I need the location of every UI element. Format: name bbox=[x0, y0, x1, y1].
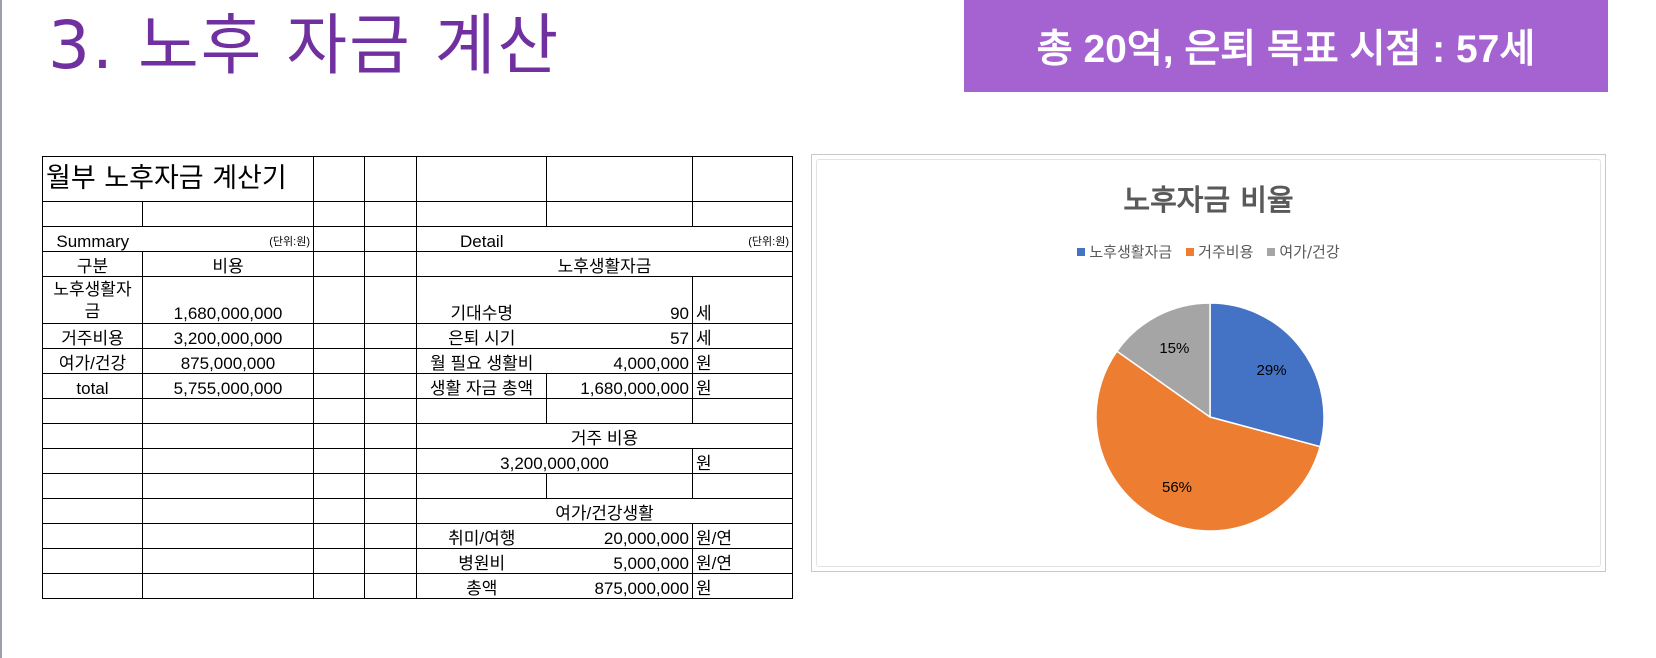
detail-label-life-expectancy: 기대수명 bbox=[416, 276, 547, 324]
legend-label: 여가/건강 bbox=[1279, 243, 1340, 261]
slide-left-rule bbox=[0, 0, 2, 658]
summary-value-total: 5,755,000,000 bbox=[142, 373, 314, 399]
summary-header: Summary bbox=[42, 226, 143, 252]
pie-chart-panel[interactable]: 노후자금 비율 노후생활자금 거주비용 여가/건강 29% 56% 15% bbox=[811, 154, 1606, 572]
goal-banner-text: 총 20억, 은퇴 목표 시점 : 57세 bbox=[1036, 28, 1536, 71]
table-row: 총액 875,000,000 원 bbox=[42, 573, 793, 599]
legend-swatch bbox=[1077, 247, 1086, 256]
table-row bbox=[42, 398, 793, 424]
detail-unit-leisure-total: 원 bbox=[692, 573, 793, 599]
pie-chart: 29% 56% 15% bbox=[1095, 302, 1325, 532]
housing-value: 3,200,000,000 bbox=[416, 448, 693, 474]
table-row: 거주비용 3,200,000,000 은퇴 시기 57 세 bbox=[42, 323, 793, 349]
table-row: 여가/건강생활 bbox=[42, 498, 793, 524]
table-row bbox=[42, 201, 793, 227]
table-row bbox=[42, 473, 793, 499]
pie-data-label: 56% bbox=[1162, 479, 1192, 496]
detail-value-life-expectancy: 90 bbox=[546, 276, 693, 324]
detail-value-living-total: 1,680,000,000 bbox=[546, 373, 693, 399]
summary-value-living: 1,680,000,000 bbox=[142, 276, 314, 324]
detail-label-hobby-travel: 취미/여행 bbox=[416, 523, 547, 549]
table-row: 월부 노후자금 계산기 bbox=[42, 156, 793, 202]
pie-data-label: 15% bbox=[1159, 340, 1189, 357]
detail-unit-monthly-cost: 원 bbox=[692, 348, 793, 374]
legend-item: 여가/건강 bbox=[1267, 241, 1340, 262]
table-row: 3,200,000,000 원 bbox=[42, 448, 793, 474]
detail-unit-living-total: 원 bbox=[692, 373, 793, 399]
legend-swatch bbox=[1267, 247, 1276, 256]
table-row: Summary (단위:원) Detail (단위:원) bbox=[42, 226, 793, 252]
detail-unit: (단위:원) bbox=[692, 226, 793, 252]
table-row: 취미/여행 20,000,000 원/연 bbox=[42, 523, 793, 549]
detail-unit-life-expectancy: 세 bbox=[692, 276, 793, 324]
detail-value-monthly-cost: 4,000,000 bbox=[546, 348, 693, 374]
slide-title: 3. 노후 자금 계산 bbox=[48, 7, 561, 84]
table-row: 여가/건강 875,000,000 월 필요 생활비 4,000,000 원 bbox=[42, 348, 793, 374]
summary-label-leisure: 여가/건강 bbox=[42, 348, 143, 374]
detail-header: Detail bbox=[416, 226, 547, 252]
detail-label-living-total: 생활 자금 총액 bbox=[416, 373, 547, 399]
summary-value-leisure: 875,000,000 bbox=[142, 348, 314, 374]
detail-label-hospital: 병원비 bbox=[416, 548, 547, 574]
pie-slice bbox=[1095, 350, 1321, 532]
summary-label-total: total bbox=[42, 373, 143, 399]
chart-title: 노후자금 비율 bbox=[1123, 183, 1294, 217]
table-row: 구분 비용 노후생활자금 bbox=[42, 251, 793, 277]
legend-item: 노후생활자금 bbox=[1077, 241, 1172, 262]
detail-label-leisure-total: 총액 bbox=[416, 573, 547, 599]
calculator-title: 월부 노후자금 계산기 bbox=[42, 156, 314, 202]
detail-value-hobby-travel: 20,000,000 bbox=[546, 523, 693, 549]
pie-slice bbox=[1115, 302, 1211, 419]
legend-swatch bbox=[1186, 247, 1195, 256]
detail-unit-retirement-age: 세 bbox=[692, 323, 793, 349]
legend-item: 거주비용 bbox=[1186, 241, 1253, 262]
table-row: total 5,755,000,000 생활 자금 총액 1,680,000,0… bbox=[42, 373, 793, 399]
table-row: 거주 비용 bbox=[42, 423, 793, 449]
detail-label-monthly-cost: 월 필요 생활비 bbox=[416, 348, 547, 374]
detail-value-retirement-age: 57 bbox=[546, 323, 693, 349]
table-row: 병원비 5,000,000 원/연 bbox=[42, 548, 793, 574]
pie-slice bbox=[1209, 302, 1325, 448]
column-header-cost: 비용 bbox=[142, 251, 314, 277]
housing-unit: 원 bbox=[692, 448, 793, 474]
summary-label-housing: 거주비용 bbox=[42, 323, 143, 349]
chart-legend: 노후생활자금 거주비용 여가/건강 bbox=[812, 241, 1605, 262]
goal-banner: 총 20억, 은퇴 목표 시점 : 57세 bbox=[964, 0, 1608, 92]
housing-section-title: 거주 비용 bbox=[416, 423, 793, 449]
pie-data-label: 29% bbox=[1257, 362, 1287, 379]
summary-unit: (단위:원) bbox=[142, 226, 314, 252]
detail-unit-hobby-travel: 원/연 bbox=[692, 523, 793, 549]
legend-label: 노후생활자금 bbox=[1089, 243, 1173, 261]
summary-value-housing: 3,200,000,000 bbox=[142, 323, 314, 349]
legend-label: 거주비용 bbox=[1198, 243, 1254, 261]
living-fund-section-title: 노후생활자금 bbox=[416, 251, 793, 277]
column-header-category: 구분 bbox=[42, 251, 143, 277]
detail-label-retirement-age: 은퇴 시기 bbox=[416, 323, 547, 349]
detail-value-leisure-total: 875,000,000 bbox=[546, 573, 693, 599]
summary-label-living: 노후생활자금 bbox=[42, 276, 143, 324]
detail-value-hospital: 5,000,000 bbox=[546, 548, 693, 574]
retirement-calculator-table: 월부 노후자금 계산기 Summary (단위:원) Detail (단위:원)… bbox=[42, 156, 793, 599]
table-row: 노후생활자금 1,680,000,000 기대수명 90 세 bbox=[42, 276, 793, 324]
detail-unit-hospital: 원/연 bbox=[692, 548, 793, 574]
leisure-section-title: 여가/건강생활 bbox=[416, 498, 793, 524]
